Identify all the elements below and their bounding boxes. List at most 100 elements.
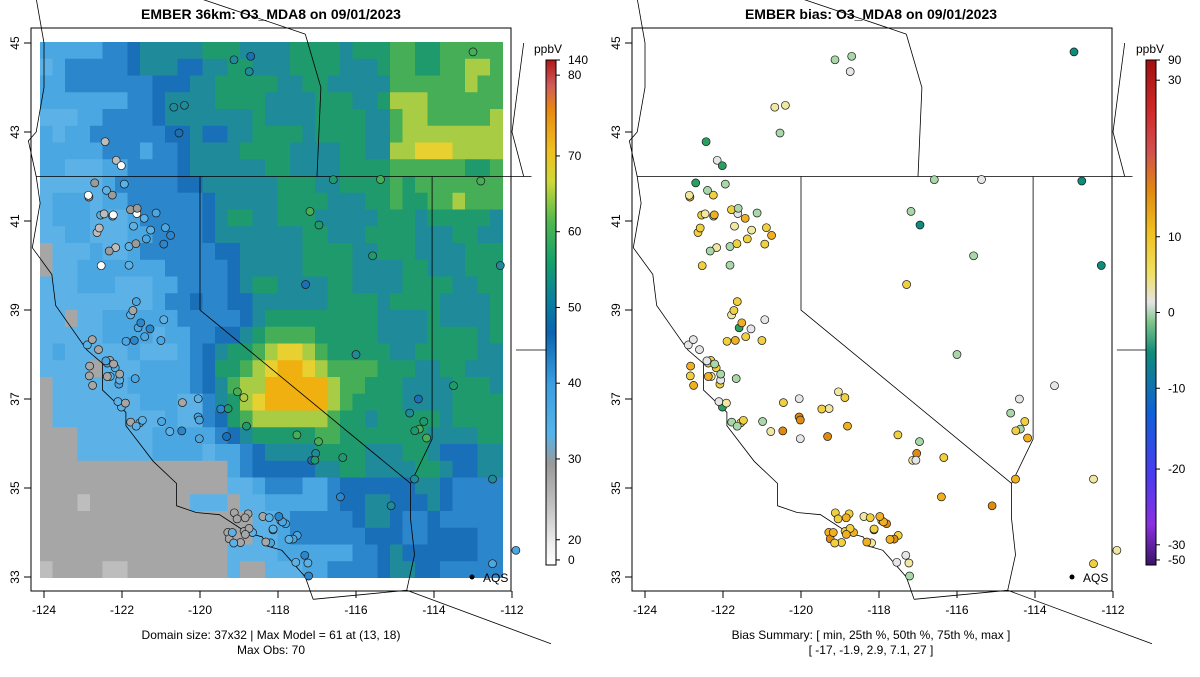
- heatmap-cell: [415, 310, 429, 328]
- heatmap-cell: [290, 209, 304, 227]
- observation-site-marker: [314, 437, 323, 446]
- observation-site-marker: [268, 524, 278, 534]
- heatmap-cell: [52, 142, 66, 160]
- heatmap-cell: [227, 226, 241, 244]
- heatmap-cell: [377, 42, 391, 60]
- heatmap-cell: [202, 75, 216, 93]
- heatmap-cell: [40, 192, 54, 211]
- heatmap-cell: [377, 360, 391, 378]
- heatmap-cell: [40, 310, 54, 328]
- heatmap-cell: [115, 427, 129, 445]
- heatmap-cell: [190, 310, 204, 328]
- heatmap-cell: [102, 410, 116, 428]
- heatmap-cell: [40, 293, 54, 311]
- boundary-line: [313, 589, 407, 600]
- heatmap-cell: [265, 477, 279, 495]
- heatmap-cell: [77, 444, 91, 462]
- bias-site-marker: [795, 415, 805, 425]
- heatmap-cell: [327, 444, 341, 462]
- observation-site-marker: [107, 190, 117, 200]
- boundary-line: [199, 176, 415, 591]
- heatmap-cell: [77, 176, 91, 194]
- heatmap-cell: [140, 142, 154, 160]
- observation-site-marker: [88, 381, 97, 390]
- heatmap-cell: [465, 259, 479, 278]
- heatmap-cell: [115, 477, 129, 495]
- heatmap-cell: [377, 192, 391, 211]
- heatmap-cell: [315, 276, 329, 294]
- heatmap-cell: [340, 75, 354, 93]
- heatmap-cell: [165, 243, 179, 261]
- heatmap-cell: [452, 109, 466, 127]
- heatmap-cell: [427, 142, 441, 160]
- heatmap-cell: [315, 410, 329, 428]
- heatmap-cell: [190, 527, 204, 546]
- bias-site-marker: [824, 404, 834, 413]
- heatmap-cell: [252, 444, 266, 462]
- heatmap-cell: [77, 58, 91, 77]
- heatmap-cell: [490, 42, 503, 60]
- heatmap-cell: [265, 343, 279, 361]
- left-aqs-marker: [469, 574, 475, 580]
- heatmap-cell: [352, 310, 366, 328]
- heatmap-cell: [490, 360, 503, 378]
- boundary-line: [1007, 589, 1153, 645]
- heatmap-cell: [327, 343, 341, 361]
- boundary-line: [304, 33, 322, 177]
- heatmap-cell: [327, 310, 341, 328]
- observation-site-marker: [82, 340, 92, 350]
- observation-site-marker: [405, 408, 415, 418]
- heatmap-cell: [202, 92, 216, 110]
- heatmap-cell: [127, 276, 141, 294]
- heatmap-cell: [177, 360, 191, 378]
- heatmap-cell: [477, 310, 491, 328]
- heatmap-cell: [52, 326, 66, 345]
- heatmap-cell: [365, 377, 379, 395]
- heatmap-cell: [190, 42, 204, 60]
- heatmap-cell: [340, 393, 354, 412]
- heatmap-cell: [265, 326, 279, 345]
- bias-site-marker: [904, 558, 914, 568]
- heatmap-cell: [215, 494, 229, 512]
- heatmap-cell: [115, 92, 129, 110]
- heatmap-cell: [415, 561, 429, 578]
- heatmap-cell: [327, 159, 341, 177]
- heatmap-cell: [302, 427, 316, 445]
- heatmap-cell: [140, 176, 154, 194]
- heatmap-cell: [265, 159, 279, 177]
- heatmap-cell: [177, 159, 191, 177]
- bias-site-marker: [775, 128, 785, 138]
- y-tick-label: 41: [8, 214, 22, 228]
- observation-site-marker: [232, 514, 242, 524]
- heatmap-cell: [65, 544, 79, 562]
- heatmap-cell: [90, 192, 104, 211]
- heatmap-cell: [40, 176, 54, 194]
- heatmap-cell: [427, 460, 441, 479]
- heatmap-cell: [115, 75, 129, 93]
- heatmap-cell: [265, 544, 279, 562]
- heatmap-cell: [90, 92, 104, 110]
- bias-site-marker: [686, 361, 695, 371]
- heatmap-cell: [90, 444, 104, 462]
- observation-site-marker: [368, 251, 377, 261]
- heatmap-cell: [265, 276, 279, 294]
- heatmap-cell: [465, 393, 479, 412]
- heatmap-cell: [452, 477, 466, 495]
- heatmap-cell: [302, 192, 316, 211]
- y-tick-label: 41: [609, 214, 623, 228]
- heatmap-cell: [340, 42, 354, 60]
- heatmap-cell: [352, 176, 366, 194]
- heatmap-cell: [52, 494, 66, 512]
- heatmap-cell: [215, 226, 229, 244]
- colorbar-tick-label: -10: [1168, 381, 1186, 395]
- observation-site-marker: [227, 528, 237, 537]
- heatmap-cell: [127, 460, 141, 479]
- heatmap-cell: [215, 310, 229, 328]
- heatmap-cell: [277, 159, 291, 177]
- heatmap-cell: [352, 192, 366, 211]
- right-aqs-label: AQS: [1083, 571, 1108, 585]
- heatmap-cell: [102, 477, 116, 495]
- bias-site-marker: [700, 209, 710, 219]
- heatmap-cell: [115, 494, 129, 512]
- heatmap-cell: [215, 410, 229, 428]
